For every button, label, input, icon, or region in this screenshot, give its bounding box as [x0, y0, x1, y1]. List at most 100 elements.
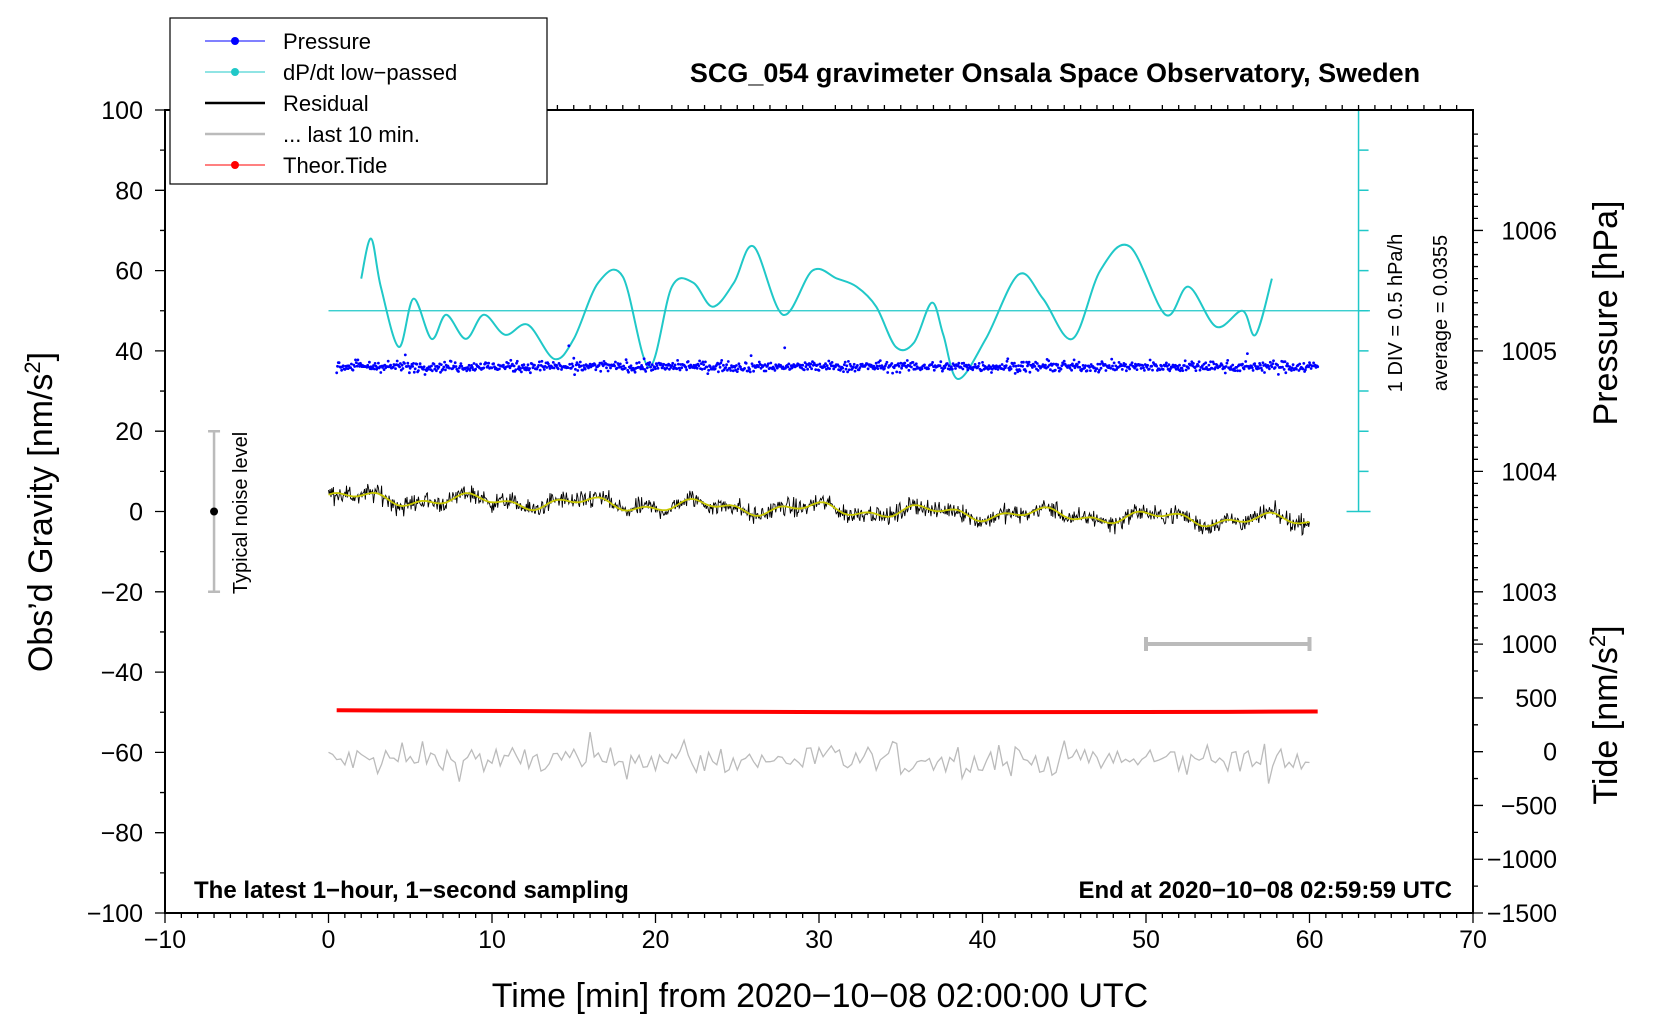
tide-tick-label: −500	[1501, 792, 1557, 820]
pressure-point	[422, 365, 426, 369]
pressure-point	[1053, 368, 1057, 372]
pressure-point	[1044, 363, 1047, 367]
pressure-point	[467, 363, 471, 367]
pressure-point	[804, 365, 808, 368]
pressure-point	[900, 366, 903, 370]
pressure-point	[965, 365, 969, 369]
pressure-point	[1151, 368, 1154, 372]
pressure-point	[1016, 370, 1020, 374]
legend-swatch-marker	[231, 37, 239, 45]
pressure-point	[748, 367, 751, 371]
pressure-point	[1207, 363, 1211, 367]
pressure-point	[647, 363, 651, 366]
pressure-point	[994, 367, 997, 371]
pressure-point	[581, 368, 585, 372]
pressure-point	[468, 368, 472, 372]
pressure-point	[1304, 368, 1307, 372]
pressure-point	[531, 366, 535, 370]
pressure-point	[1209, 360, 1212, 364]
pressure-point	[885, 360, 889, 364]
pressure-point	[605, 366, 608, 370]
pressure-point	[1284, 371, 1288, 375]
tide-tick-label: 1000	[1501, 631, 1557, 659]
legend-label: dP/dt low−passed	[283, 60, 457, 85]
chart-title: SCG_054 gravimeter Onsala Space Observat…	[690, 58, 1420, 88]
pressure-point	[1246, 352, 1249, 355]
pressure-point	[567, 344, 571, 348]
pressure-point	[792, 363, 796, 366]
pressure-point	[757, 365, 760, 369]
pressure-point	[1260, 369, 1264, 372]
pressure-point	[1277, 373, 1280, 376]
pressure-point	[947, 364, 951, 367]
pressure-point	[903, 361, 907, 365]
legend-label: Theor.Tide	[283, 153, 387, 178]
pressure-point	[938, 364, 942, 367]
pressure-point	[642, 357, 646, 361]
pressure-point	[1018, 369, 1022, 373]
tick-marks	[155, 105, 1483, 923]
pressure-point	[853, 369, 857, 373]
pressure-point	[668, 367, 671, 371]
pressure-point	[637, 361, 641, 364]
pressure-point	[515, 359, 519, 363]
dpdt-line	[360, 237, 1273, 380]
pressure-point	[1309, 367, 1313, 370]
pressure-point	[1267, 365, 1270, 368]
last10-scale-bar	[1144, 636, 1312, 651]
pressure-point	[1133, 366, 1136, 370]
pressure-point	[453, 361, 457, 365]
pressure-point	[394, 367, 397, 370]
legend: Pressure dP/dt low−passed Residual ... last…	[169, 17, 548, 185]
pressure-point	[1197, 360, 1201, 364]
pressure-point	[718, 365, 722, 369]
pressure-point	[783, 346, 787, 350]
pressure-point	[415, 362, 419, 366]
pressure-point	[787, 362, 791, 366]
pressure-point	[435, 369, 438, 373]
pressure-point	[548, 367, 552, 370]
pressure-point	[618, 362, 622, 366]
pressure-point	[1281, 365, 1284, 369]
pressure-point	[520, 370, 523, 374]
pressure-point	[817, 369, 821, 372]
pressure-point	[1008, 365, 1012, 369]
pressure-point	[852, 362, 856, 366]
pressure-point	[1150, 364, 1154, 368]
pressure-point	[1261, 361, 1265, 365]
pressure-point	[927, 367, 930, 371]
pressure-point	[517, 365, 521, 368]
pressure-point	[486, 364, 490, 368]
pressure-point	[526, 363, 530, 367]
pressure-point	[717, 370, 720, 374]
pressure-point	[905, 365, 908, 369]
pressure-point	[1124, 363, 1127, 366]
pressure-point	[650, 363, 654, 366]
pressure-point	[479, 362, 482, 366]
pressure-point	[671, 361, 675, 365]
pressure-point	[1112, 361, 1116, 365]
pressure-point	[1014, 364, 1018, 368]
pressure-point	[373, 362, 377, 365]
pressure-point	[395, 359, 399, 363]
pressure-point	[356, 358, 360, 362]
pressure-point	[1130, 361, 1134, 365]
pressure-point	[1187, 366, 1190, 370]
pressure-point	[519, 367, 522, 370]
y-tick-label: −40	[101, 659, 143, 687]
pressure-point	[426, 367, 430, 371]
pressure-point	[802, 368, 806, 372]
x-tick-label: 30	[805, 926, 833, 954]
pressure-point	[1301, 367, 1305, 371]
pressure-point	[351, 368, 355, 372]
residual-line	[328, 483, 1310, 537]
pressure-point	[484, 361, 488, 365]
pressure-point	[354, 358, 357, 362]
pressure-point	[465, 369, 469, 373]
pressure-point	[706, 372, 710, 375]
pressure-point	[403, 362, 406, 365]
pressure-point	[1242, 367, 1246, 371]
pressure-point	[808, 365, 812, 368]
pressure-point	[372, 364, 375, 367]
legend-label: Pressure	[283, 29, 371, 54]
